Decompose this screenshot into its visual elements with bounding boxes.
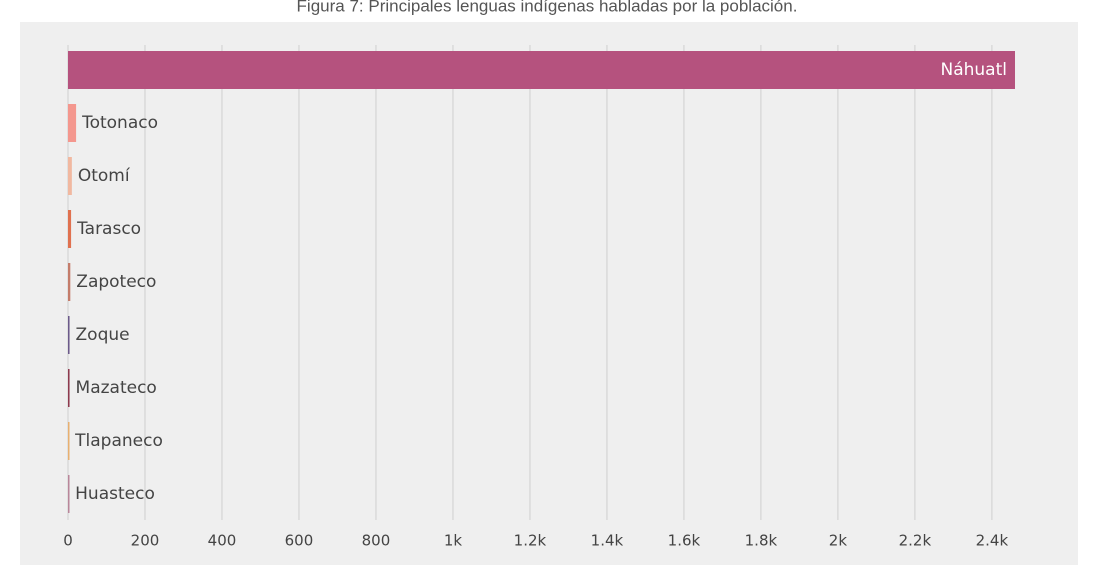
category-label: Zapoteco [76,272,156,292]
category-label: Huasteco [75,484,155,504]
x-tick-label: 800 [362,532,391,550]
x-tick-label: 1k [444,532,463,550]
x-tick-label: 1.6k [668,532,701,550]
category-label: Tlapaneco [74,431,163,451]
panel [20,22,1078,565]
x-tick-label: 1.2k [514,532,547,550]
bar [68,263,71,301]
bar [68,475,70,513]
bar [68,316,70,354]
category-label: Náhuatl [941,60,1008,80]
bar [68,104,77,142]
chart-title: Figura 7: Principales lenguas indígenas … [297,0,798,15]
bar [68,369,70,407]
bar [68,157,72,195]
x-tick-label: 1.4k [591,532,624,550]
x-tick-label: 200 [131,532,160,550]
category-label: Otomí [78,166,131,186]
bar [68,422,70,460]
bar [68,51,1015,89]
category-label: Mazateco [76,378,157,398]
category-label: Tarasco [76,219,141,239]
x-tick-label: 2.4k [976,532,1009,550]
x-tick-label: 0 [63,532,73,550]
x-tick-label: 600 [285,532,314,550]
x-tick-label: 2.2k [899,532,932,550]
bar [68,210,72,248]
category-label: Totonaco [81,113,158,133]
x-tick-label: 1.8k [745,532,778,550]
category-label: Zoque [76,325,130,345]
x-tick-label: 2k [829,532,848,550]
x-tick-label: 400 [208,532,237,550]
